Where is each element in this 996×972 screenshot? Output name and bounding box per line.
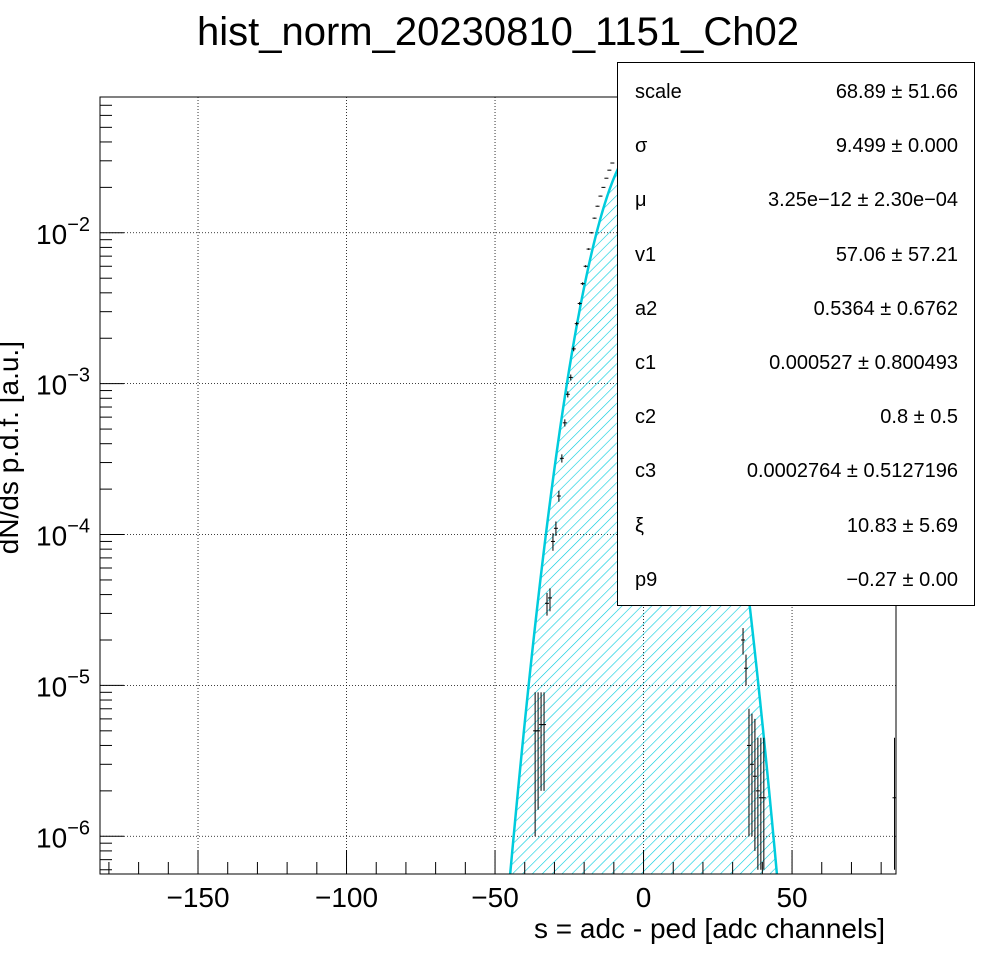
stat-parameter-name: c1: [635, 352, 657, 374]
stat-parameter-name: p9: [635, 568, 658, 591]
stat-row: scale 68.89 ± 51.66: [618, 81, 974, 111]
stat-row: σ 9.499 ± 0.000: [618, 135, 974, 165]
stat-row: v1 57.06 ± 57.21: [618, 244, 974, 274]
x-tick-label: −150: [166, 882, 229, 913]
stat-parameter-value: 57.06 ± 57.21: [835, 243, 958, 266]
stat-row: μ 3.25e−12 ± 2.30e−04: [618, 189, 974, 219]
stat-parameter-value: 3.25e−12 ± 2.30e−04: [767, 189, 958, 212]
data-points-layer: [533, 162, 896, 870]
stat-parameter-name: a2: [635, 297, 658, 320]
x-tick-label: −50: [471, 882, 519, 913]
stat-parameter-name: μ: [635, 189, 647, 212]
stat-row: c1 0.000527 ± 0.800493: [618, 352, 974, 382]
stat-parameter-value: 0.5364 ± 0.6762: [813, 297, 958, 320]
axis-ticks: [100, 104, 882, 874]
y-tick-label: 10−3: [36, 365, 90, 401]
stat-parameter-value: 0.0002764 ± 0.5127196: [746, 460, 958, 483]
stat-parameter-value: 10.83 ± 5.69: [846, 514, 958, 537]
stat-parameter-value: 68.89 ± 51.66: [835, 81, 958, 103]
stat-parameter-value: 9.499 ± 0.000: [835, 135, 958, 158]
stat-parameter-name: c2: [635, 406, 657, 429]
y-tick-label: 10−4: [36, 516, 90, 552]
stat-parameter-name: σ: [635, 135, 648, 158]
y-tick-label: 10−6: [36, 817, 90, 853]
stat-row: c2 0.8 ± 0.5: [618, 406, 974, 436]
y-tick-label: 10−2: [36, 214, 90, 250]
y-axis-label: dN/ds p.d.f. [a.u.]: [0, 341, 24, 554]
axis-tick-labels: −150 −100 −50 0 50 10−6 10−5 10−4 10−3 10−2: [36, 214, 808, 913]
x-tick-label: 0: [636, 882, 652, 913]
stat-parameter-name: v1: [635, 243, 657, 266]
stat-row: p9 −0.27 ± 0.00: [618, 569, 974, 599]
stat-parameter-name: c3: [635, 460, 657, 483]
x-tick-label: 50: [776, 882, 807, 913]
stat-row: ξ 10.83 ± 5.69: [618, 515, 974, 545]
x-tick-label: −100: [315, 882, 378, 913]
stat-parameter-value: 0.000527 ± 0.800493: [769, 352, 958, 374]
stat-parameter-value: 0.8 ± 0.5: [880, 406, 958, 429]
stat-parameter-name: scale: [635, 81, 682, 103]
stat-row: c3 0.0002764 ± 0.5127196: [618, 460, 974, 490]
chart-title: hist_norm_20230810_1151_Ch02: [197, 10, 799, 54]
y-tick-label: 10−5: [36, 666, 90, 702]
stat-row: a2 0.5364 ± 0.6762: [618, 298, 974, 328]
stat-parameter-value: −0.27 ± 0.00: [846, 568, 958, 591]
fit-statistics-box: scale 68.89 ± 51.66 σ 9.499 ± 0.000 μ 3.25e−1…: [617, 62, 975, 606]
stat-parameter-name: ξ: [635, 514, 644, 537]
x-axis-label: s = adc - ped [adc channels]: [534, 913, 885, 944]
